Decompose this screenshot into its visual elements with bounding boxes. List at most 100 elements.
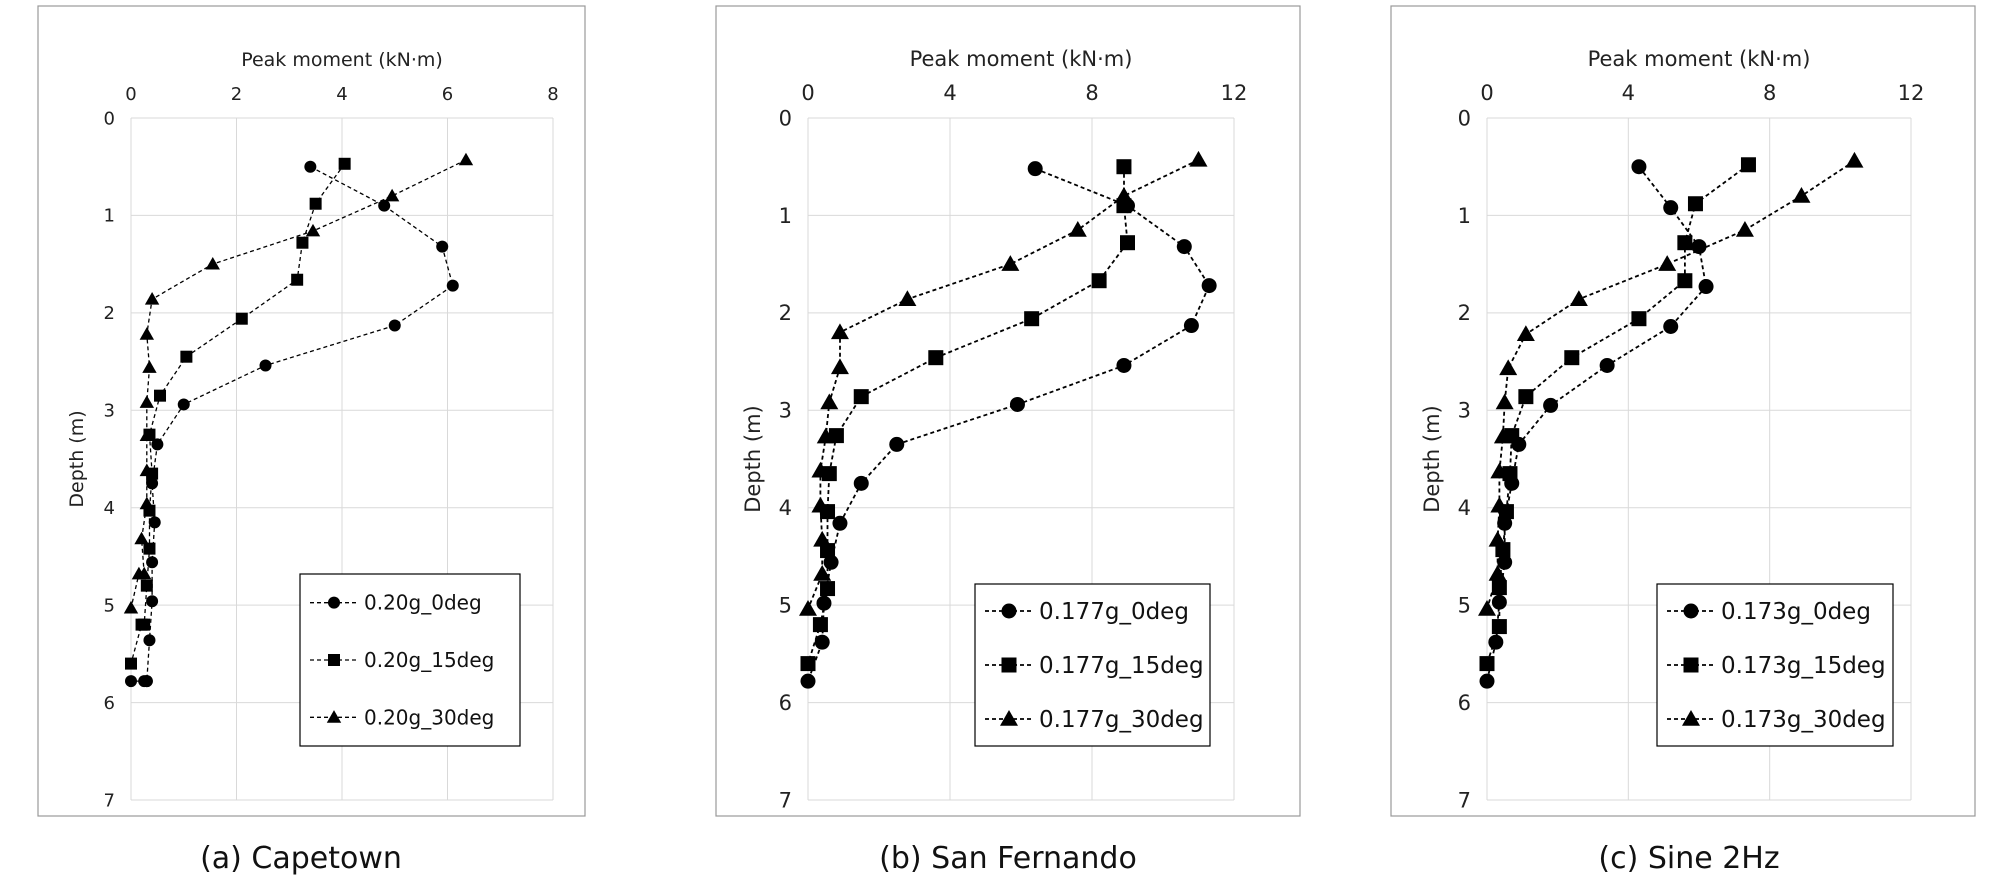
x-tick-label: 0: [125, 84, 136, 105]
data-point: [1488, 564, 1507, 581]
data-point: [1499, 359, 1518, 376]
data-point: [814, 634, 830, 650]
y-tick-label: 2: [1458, 301, 1471, 325]
x-tick-label: 8: [1085, 81, 1098, 105]
data-point: [1691, 239, 1707, 255]
x-tick-label: 0: [1480, 81, 1493, 105]
panel-caption: (b) San Fernando: [879, 841, 1137, 876]
data-point: [928, 350, 944, 366]
data-point: [1543, 397, 1559, 413]
y-tick-label: 5: [779, 593, 792, 617]
y-tick-label: 7: [104, 790, 115, 811]
legend-label: 0.173g_0deg: [1721, 599, 1871, 625]
data-point: [1488, 634, 1504, 650]
data-point: [1658, 255, 1677, 271]
data-point: [1001, 255, 1020, 271]
data-point: [811, 461, 830, 478]
data-point: [384, 188, 400, 202]
data-point: [1663, 318, 1679, 334]
y-tick-label: 4: [104, 498, 115, 519]
data-point: [1488, 530, 1507, 547]
x-tick-label: 4: [943, 81, 956, 105]
data-point: [828, 428, 844, 444]
data-point: [898, 290, 917, 306]
data-point: [830, 358, 849, 375]
data-point: [1490, 496, 1509, 513]
data-point: [305, 223, 321, 237]
legend-label: 0.177g_0deg: [1039, 599, 1189, 625]
data-point: [134, 531, 149, 545]
data-point: [143, 542, 156, 555]
y-tick-label: 3: [779, 399, 792, 423]
data-point: [338, 157, 351, 170]
legend-marker: [328, 654, 340, 666]
data-point: [1569, 290, 1588, 306]
x-tick-label: 12: [1221, 81, 1248, 105]
y-tick-label: 5: [104, 595, 115, 616]
data-point: [140, 579, 153, 592]
legend-marker: [1000, 710, 1018, 726]
data-point: [1518, 389, 1534, 405]
data-point: [811, 496, 830, 513]
data-point: [205, 256, 220, 270]
data-point: [446, 279, 459, 292]
y-tick-label: 7: [1458, 788, 1471, 812]
data-point: [1564, 350, 1580, 366]
y-tick-label: 4: [779, 496, 792, 520]
x-tick-label: 8: [1763, 81, 1776, 105]
data-point: [1479, 656, 1495, 672]
legend-label: 0.177g_15deg: [1039, 653, 1204, 679]
data-point: [889, 436, 905, 452]
data-point: [1491, 594, 1507, 610]
data-point: [1068, 221, 1087, 237]
x-tick-label: 12: [1898, 81, 1925, 105]
data-point: [139, 496, 155, 510]
data-point: [1516, 325, 1535, 342]
data-point: [135, 618, 148, 631]
data-point: [830, 323, 849, 340]
data-point: [123, 600, 139, 614]
data-point: [388, 319, 401, 332]
legend-label: 0.173g_15deg: [1721, 653, 1886, 679]
data-point: [1677, 235, 1693, 251]
y-tick-label: 6: [1458, 691, 1471, 715]
y-tick-label: 0: [779, 106, 792, 130]
data-point: [1116, 357, 1132, 373]
series-triangle: [799, 150, 1208, 616]
data-point: [1189, 150, 1208, 167]
data-point: [148, 516, 161, 529]
data-point: [1490, 462, 1509, 479]
x-tick-label: 8: [547, 84, 558, 105]
legend-label: 0.173g_30deg: [1721, 707, 1886, 733]
data-point: [146, 556, 159, 569]
x-tick-label: 4: [336, 84, 347, 105]
data-point: [1631, 311, 1647, 327]
data-point: [296, 236, 309, 249]
data-point: [1479, 673, 1495, 689]
data-point: [813, 530, 832, 547]
data-point: [1024, 311, 1040, 327]
data-point: [378, 199, 391, 212]
data-point: [139, 463, 155, 477]
data-point: [304, 160, 317, 173]
data-point: [139, 395, 155, 408]
y-tick-label: 0: [1458, 106, 1471, 130]
data-point: [1027, 161, 1043, 177]
data-point: [1698, 279, 1714, 295]
y-tick-label: 7: [779, 788, 792, 812]
x-axis-title: Peak moment (kN·m): [910, 47, 1133, 71]
data-point: [146, 595, 159, 608]
legend-marker: [1001, 657, 1017, 673]
data-point: [1493, 427, 1512, 444]
data-point: [853, 475, 869, 491]
series-triangle: [123, 152, 474, 614]
data-point: [1845, 151, 1864, 168]
data-point: [1091, 273, 1107, 289]
data-point: [144, 292, 160, 305]
legend-label: 0.20g_30deg: [364, 705, 494, 729]
panel-caption: (c) Sine 2Hz: [1598, 841, 1779, 876]
data-point: [125, 657, 137, 670]
